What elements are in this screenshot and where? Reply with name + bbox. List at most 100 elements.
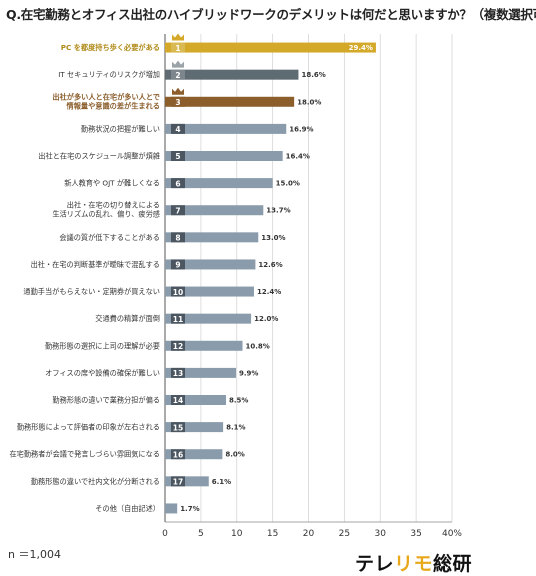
rank-badge bbox=[171, 259, 185, 270]
rank-number: 10 bbox=[173, 288, 183, 297]
rank-badge bbox=[171, 476, 185, 487]
value-label: 9.9% bbox=[239, 369, 258, 377]
x-tick-label: 10 bbox=[231, 529, 243, 539]
rank-number: 9 bbox=[175, 261, 180, 270]
category-label: 新人教育や OJT が難しくなる bbox=[64, 179, 160, 188]
bar bbox=[165, 449, 223, 460]
value-label: 12.6% bbox=[258, 261, 282, 269]
x-tick-label: 30 bbox=[375, 529, 387, 539]
rank-number: 11 bbox=[173, 315, 183, 324]
rank-badge bbox=[171, 96, 185, 107]
rank-badge bbox=[171, 123, 185, 134]
value-label: 8.0% bbox=[225, 451, 244, 459]
category-label: 出社・在宅の切り替えによる生活リズムの乱れ、偏り、疲労感 bbox=[52, 201, 160, 219]
bar bbox=[165, 503, 178, 514]
value-label: 16.9% bbox=[289, 125, 313, 133]
brand-part1: テレ bbox=[355, 553, 395, 575]
rank-badge bbox=[171, 42, 185, 53]
category-label: 勤務形態によって評価者の印象が左右される bbox=[17, 423, 160, 432]
value-label: 16.4% bbox=[286, 153, 310, 161]
category-label: PC を都度持ち歩く必要がある bbox=[61, 43, 160, 52]
sample-size-label: n ＝1,004 bbox=[8, 548, 61, 561]
category-label: 出社が多い人と在宅が多い人とで情報量や意識の差が生まれる bbox=[52, 92, 160, 110]
x-tick-label: 35 bbox=[410, 529, 421, 539]
bar bbox=[165, 96, 295, 107]
bar bbox=[165, 259, 256, 270]
category-label: 勤務形態の選択に上司の理解が必要 bbox=[45, 341, 160, 350]
rank-number: 2 bbox=[175, 71, 180, 80]
value-label: 12.0% bbox=[254, 315, 278, 323]
x-tick-label: 15 bbox=[267, 529, 278, 539]
rank-number: 1 bbox=[175, 44, 180, 53]
rank-badge bbox=[171, 151, 185, 161]
value-label: 13.7% bbox=[266, 207, 290, 215]
rank-number: 17 bbox=[173, 478, 183, 487]
rank-number: 5 bbox=[175, 152, 180, 161]
value-label: 18.6% bbox=[301, 71, 325, 79]
rank-number: 3 bbox=[175, 98, 180, 107]
category-label: 出社・在宅の判断基準が曖昧で混乱する bbox=[31, 260, 160, 269]
rank-badge bbox=[171, 69, 185, 80]
brand-part2: リモ bbox=[394, 553, 434, 575]
category-label: 勤務形態の違いで業務分担が偏る bbox=[52, 396, 160, 405]
value-label: 8.1% bbox=[226, 424, 245, 432]
bar bbox=[165, 178, 273, 189]
brand-part3: 総研 bbox=[433, 553, 473, 575]
value-label: 13.0% bbox=[261, 234, 285, 242]
crown-icon bbox=[172, 60, 184, 68]
value-label: 18.0% bbox=[297, 98, 321, 106]
rank-number: 15 bbox=[173, 423, 183, 432]
category-label: 交通費の精算が面倒 bbox=[95, 314, 160, 323]
x-tick-label: 25 bbox=[339, 529, 350, 539]
value-label: 10.8% bbox=[245, 342, 269, 350]
value-label: 29.4% bbox=[349, 44, 373, 52]
crown-icon bbox=[172, 33, 184, 41]
category-label: 勤務形態の違いで社内文化が分断される bbox=[31, 477, 160, 486]
category-label: 在宅勤務者が会議で発言しづらい雰囲気になる bbox=[9, 450, 160, 459]
bar bbox=[165, 286, 254, 297]
value-label: 1.7% bbox=[180, 505, 199, 513]
rank-badge bbox=[171, 286, 185, 297]
rank-badge bbox=[171, 422, 185, 433]
bar bbox=[165, 313, 252, 324]
bar bbox=[165, 42, 376, 53]
x-tick-label: 40% bbox=[442, 529, 462, 539]
rank-badge bbox=[171, 367, 185, 378]
brand-logo: テレリモ総研 bbox=[355, 549, 472, 576]
rank-badge bbox=[171, 205, 185, 216]
x-tick-label: 0 bbox=[162, 529, 168, 539]
x-tick-label: 20 bbox=[303, 529, 315, 539]
rank-number: 13 bbox=[173, 369, 183, 378]
rank-number: 6 bbox=[175, 179, 180, 188]
rank-badge bbox=[171, 232, 185, 243]
crown-icon bbox=[172, 87, 184, 95]
x-tick-label: 5 bbox=[198, 529, 204, 539]
category-label: 出社と在宅のスケジュール調整が煩雑 bbox=[38, 152, 160, 161]
value-label: 15.0% bbox=[276, 180, 300, 188]
rank-badge bbox=[171, 449, 185, 460]
bar bbox=[165, 367, 237, 378]
bar bbox=[165, 476, 209, 487]
rank-number: 12 bbox=[173, 342, 183, 351]
value-label: 6.1% bbox=[212, 478, 231, 486]
bar bbox=[165, 232, 259, 243]
bar bbox=[165, 422, 224, 433]
rank-number: 16 bbox=[173, 450, 183, 459]
value-label: 8.5% bbox=[229, 397, 248, 405]
rank-badge bbox=[171, 178, 185, 189]
rank-number: 7 bbox=[175, 206, 180, 215]
bar bbox=[165, 151, 283, 161]
category-label: 通勤手当がもらえない・定期券が買えない bbox=[23, 287, 160, 296]
rank-badge bbox=[171, 340, 185, 351]
category-label: 会議の質が低下することがある bbox=[59, 233, 160, 242]
rank-number: 8 bbox=[175, 234, 180, 243]
category-label: 勤務状況の把握が難しい bbox=[81, 124, 160, 133]
rank-badge bbox=[171, 395, 185, 405]
rank-badge bbox=[171, 313, 185, 324]
bar bbox=[165, 395, 226, 405]
rank-number: 14 bbox=[173, 396, 183, 405]
category-label: IT セキュリティのリスクが増加 bbox=[58, 70, 160, 79]
bar bbox=[165, 123, 287, 134]
bar bbox=[165, 69, 299, 80]
